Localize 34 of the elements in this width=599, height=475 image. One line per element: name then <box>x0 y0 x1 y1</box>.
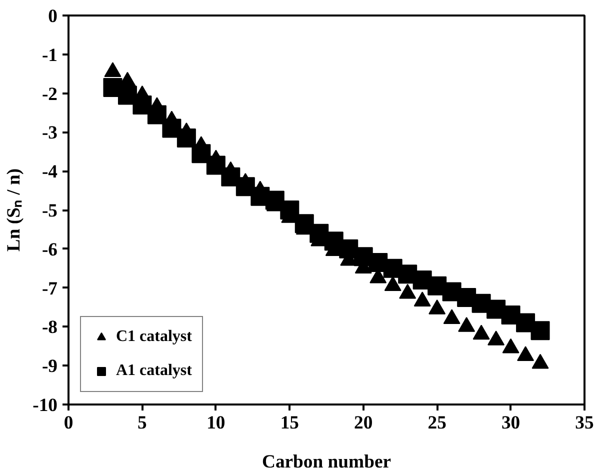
x-axis-title: Carbon number <box>262 452 392 472</box>
legend-label: C1 catalyst <box>116 328 192 346</box>
point <box>443 309 460 324</box>
y-tick-label: -5 <box>42 200 58 222</box>
point <box>517 346 534 361</box>
point <box>532 354 549 369</box>
x-tick-label: 20 <box>354 412 373 434</box>
point <box>488 330 505 346</box>
x-tick-label: 25 <box>428 412 446 434</box>
x-tick-label: 15 <box>280 412 299 434</box>
y-tick-label: -6 <box>42 239 58 260</box>
y-tick-label: -3 <box>42 122 58 144</box>
x-tick-label: 30 <box>501 412 520 434</box>
x-tick-label: 35 <box>575 412 594 434</box>
x-tick-label: 0 <box>64 412 74 434</box>
y-tick-label: -7 <box>42 278 58 300</box>
point <box>458 316 476 332</box>
point <box>384 276 402 291</box>
point <box>428 299 446 314</box>
y-tick-label: -10 <box>32 395 58 416</box>
x-tick-label: 10 <box>206 412 226 434</box>
y-tick-label: -1 <box>42 44 58 66</box>
point <box>502 338 520 354</box>
y-tick-label: -9 <box>42 356 58 378</box>
y-tick-label: 0 <box>48 6 58 27</box>
point <box>472 324 490 340</box>
legend-label: A1 catalyst <box>116 362 192 380</box>
x-tick-label: 5 <box>138 412 147 434</box>
point <box>399 284 416 299</box>
point <box>414 292 431 307</box>
y-tick-label: -4 <box>42 162 58 183</box>
y-tick-label: -2 <box>42 84 58 105</box>
y-axis-title: Ln (Sₙ / n) <box>4 168 25 252</box>
y-tick-label: -8 <box>42 317 58 338</box>
